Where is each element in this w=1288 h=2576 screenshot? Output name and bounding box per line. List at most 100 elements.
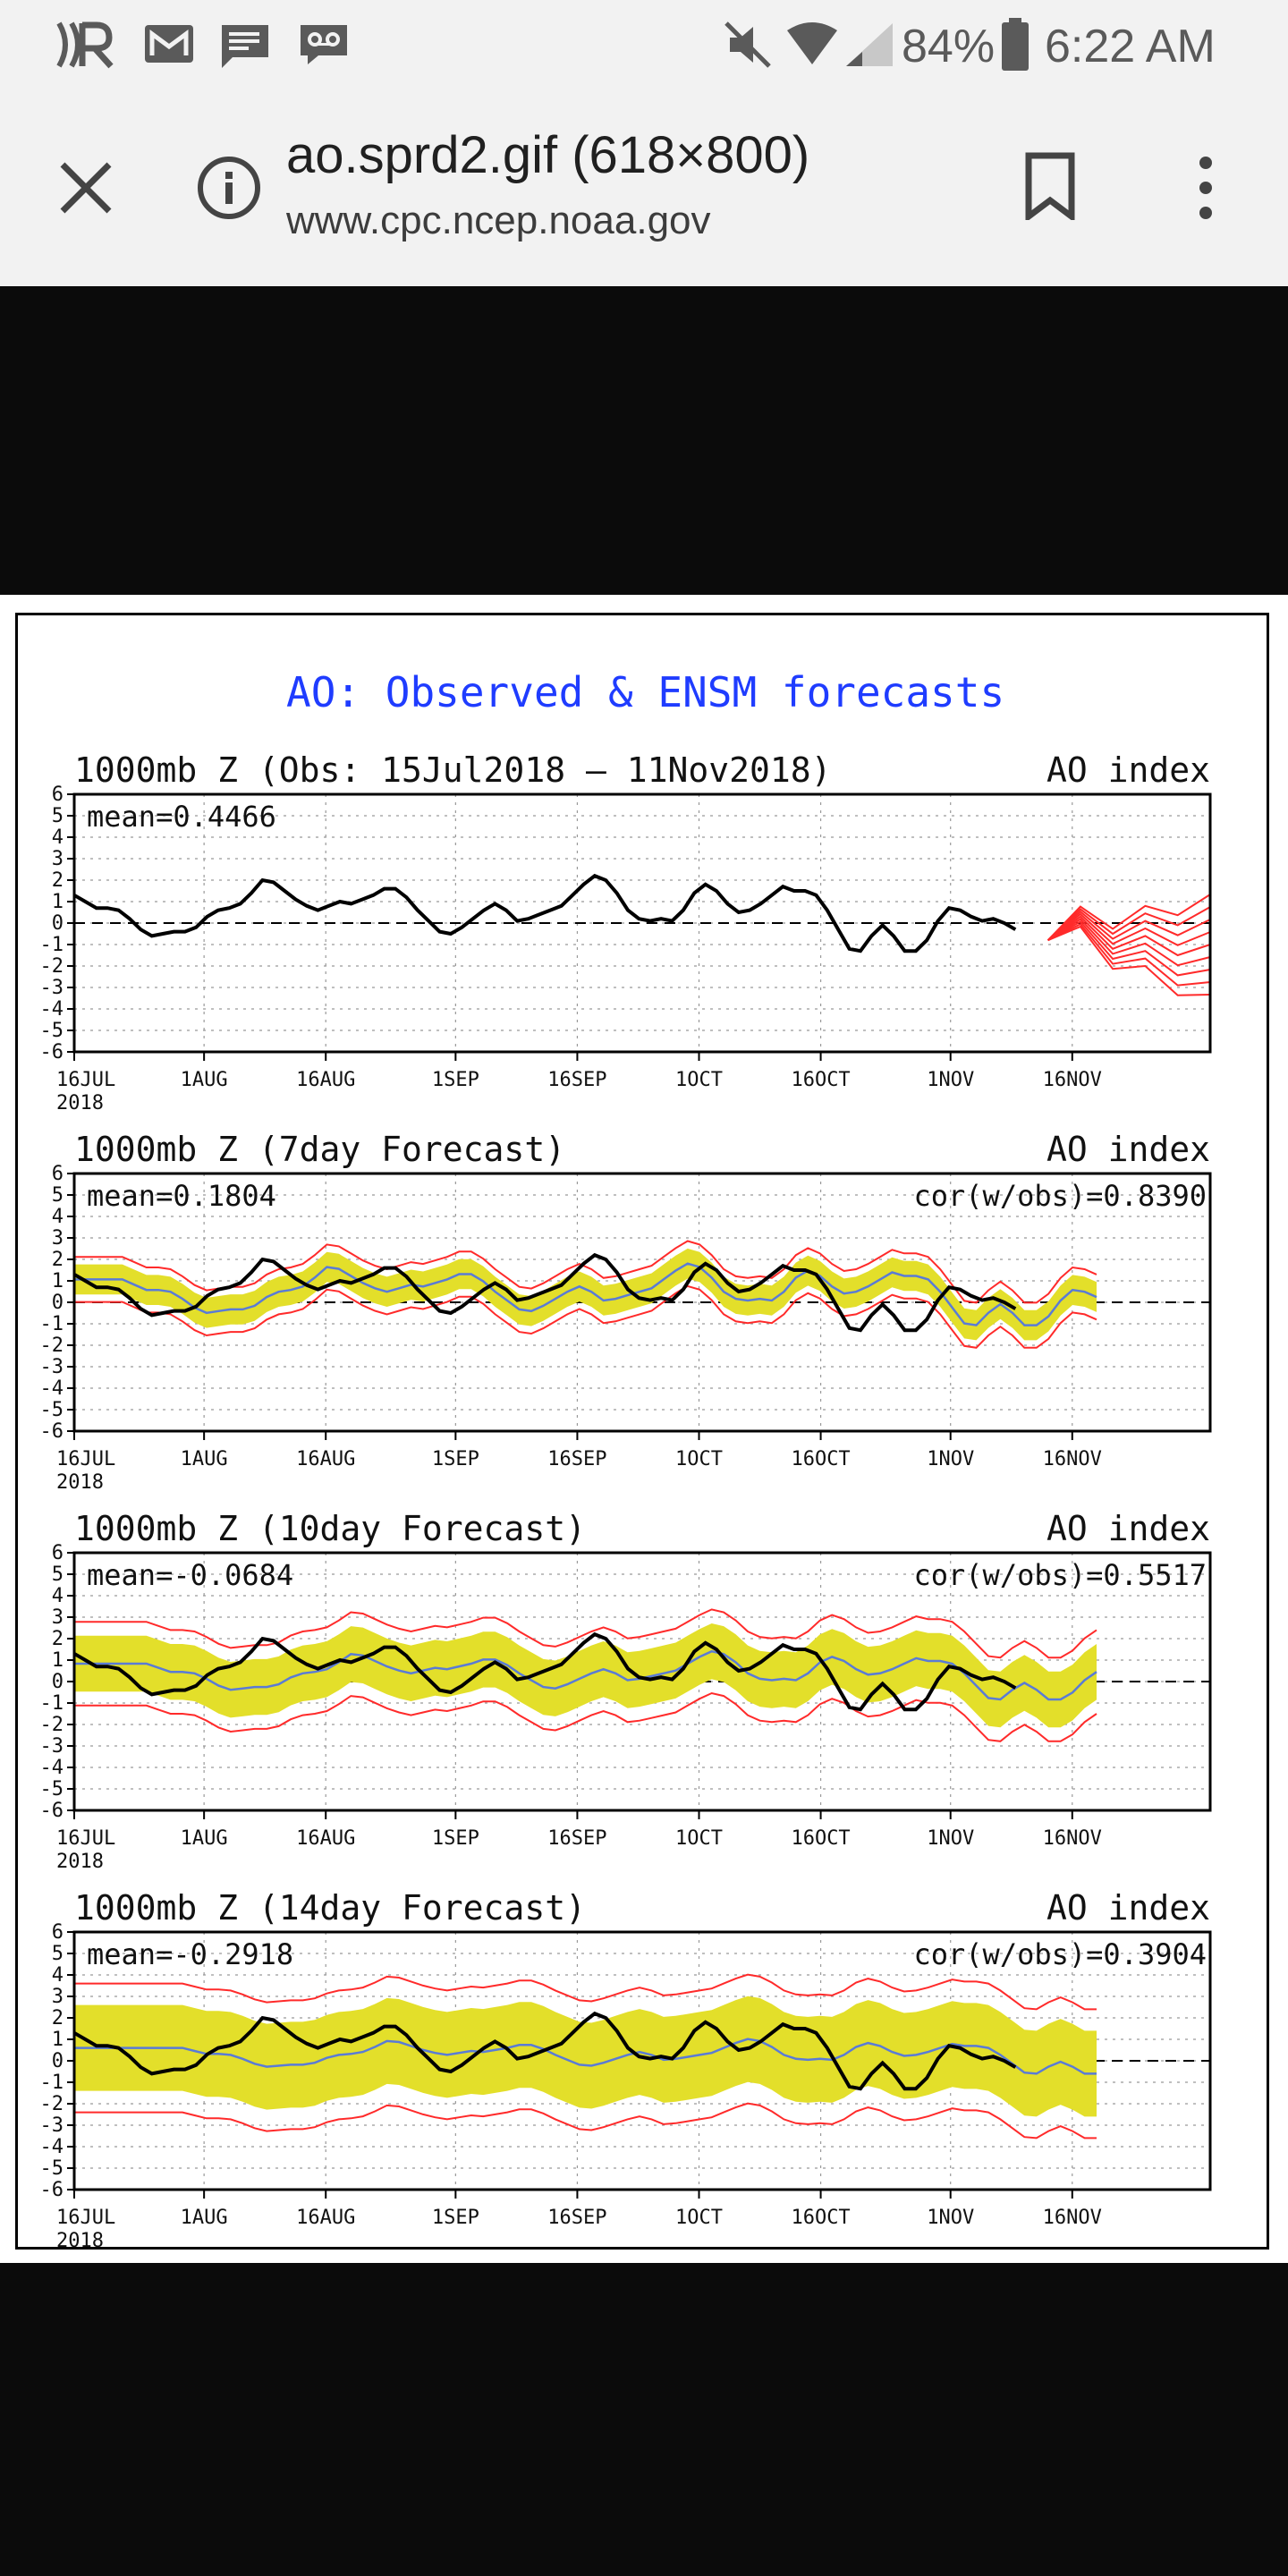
x-tick-label: 16AUG — [296, 1069, 355, 1091]
y-tick-label: 6 — [52, 1921, 64, 1944]
forecast-member-line — [1046, 910, 1211, 941]
panel-correlation-label: cor(w/obs)=0.5517 — [913, 1558, 1207, 1592]
x-tick-label: 1AUG — [181, 2207, 228, 2229]
wifi-icon — [787, 22, 837, 64]
y-tick-label: 1 — [52, 1270, 64, 1292]
x-year-label: 2018 — [56, 2230, 104, 2252]
y-tick-label: 5 — [52, 805, 64, 827]
y-tick-label: 6 — [52, 784, 64, 806]
y-tick-label: -3 — [40, 1735, 64, 1758]
ensemble-spread-band — [74, 1996, 1097, 2117]
y-tick-label: 3 — [52, 1986, 64, 2008]
ensemble-max-line — [74, 1240, 1097, 1304]
y-tick-label: 0 — [52, 912, 64, 935]
x-tick-label: 16AUG — [296, 1827, 355, 1850]
y-tick-label: 4 — [52, 826, 64, 849]
y-tick-label: 3 — [52, 848, 64, 870]
x-tick-label: 16SEP — [547, 1827, 606, 1850]
x-year-label: 2018 — [56, 1092, 104, 1114]
y-tick-label: -3 — [40, 2114, 64, 2137]
y-tick-label: 3 — [52, 1606, 64, 1629]
panel-heading: 1000mb Z (10day Forecast) — [74, 1509, 586, 1548]
ensemble-spread-band — [74, 1248, 1097, 1341]
x-tick-label: 1SEP — [432, 1827, 479, 1850]
x-tick-label: 1AUG — [181, 1069, 228, 1091]
ensemble-min-line — [74, 2102, 1097, 2140]
forecast-member-line — [1047, 922, 1211, 987]
y-tick-label: -5 — [40, 1778, 64, 1801]
page-title: ao.sprd2.gif (618×800) — [286, 126, 810, 184]
x-tick-label: 16SEP — [547, 2207, 606, 2229]
ensemble-mean-line — [74, 1649, 1097, 1701]
chart-panel-1: 1000mb Z (Obs: 15Jul2018 – 11Nov2018) AO … — [40, 750, 1212, 1114]
panel-index-label: AO index — [1046, 750, 1210, 790]
battery-percent: 84% — [902, 21, 996, 72]
panel-index-label: AO index — [1046, 1130, 1210, 1169]
y-tick-label: 0 — [52, 1671, 64, 1693]
observed-ao-line — [72, 2011, 1017, 2091]
x-tick-label: 16NOV — [1043, 1069, 1102, 1091]
y-tick-label: 5 — [52, 1563, 64, 1586]
x-tick-label: 16JUL — [56, 1448, 115, 1470]
x-tick-label: 1NOV — [927, 1069, 974, 1091]
y-tick-label: 4 — [52, 1585, 64, 1607]
y-tick-label: -2 — [40, 1714, 64, 1736]
x-tick-label: 16OCT — [791, 2207, 850, 2229]
y-tick-label: 2 — [52, 1249, 64, 1271]
panel-mean-label: mean=0.4466 — [87, 800, 276, 834]
ensemble-mean-line — [74, 1262, 1097, 1326]
y-tick-label: -1 — [40, 1313, 64, 1335]
y-tick-label: -1 — [40, 1692, 64, 1715]
y-tick-label: 1 — [52, 891, 64, 913]
y-tick-label: -5 — [40, 1399, 64, 1421]
more-options-icon[interactable] — [1188, 154, 1224, 222]
y-tick-label: -6 — [40, 1420, 64, 1443]
ensemble-mean-line — [74, 2038, 1097, 2075]
viewer-background-top — [0, 286, 1288, 595]
y-tick-label: 2 — [52, 869, 64, 892]
x-tick-label: 16JUL — [56, 1827, 115, 1850]
x-tick-label: 16OCT — [791, 1448, 850, 1470]
x-tick-label: 16OCT — [791, 1827, 850, 1850]
chart-panel-2: 1000mb Z (7day Forecast) AO index6543210-… — [40, 1130, 1212, 1494]
x-tick-label: 1NOV — [927, 1448, 974, 1470]
y-tick-label: 6 — [52, 1542, 64, 1564]
figure-title: AO: Observed & ENSM forecasts — [286, 668, 1004, 716]
chart-panel-4: 1000mb Z (14day Forecast) AO index 6543210… — [40, 1888, 1212, 2252]
y-tick-label: -4 — [40, 1757, 64, 1779]
x-year-label: 2018 — [56, 1851, 104, 1873]
ensemble-max-line — [74, 1608, 1097, 1659]
y-tick-label: -4 — [40, 1377, 64, 1400]
bookmark-icon[interactable] — [1023, 152, 1077, 220]
mute-icon — [724, 21, 771, 68]
y-tick-label: 1 — [52, 2029, 64, 2051]
x-year-label: 2018 — [56, 1471, 104, 1494]
x-tick-label: 1SEP — [432, 1069, 479, 1091]
y-tick-label: 2 — [52, 1628, 64, 1650]
y-tick-label: -5 — [40, 2157, 64, 2180]
y-tick-label: -3 — [40, 977, 64, 999]
gmail-icon — [145, 25, 193, 63]
close-icon[interactable] — [57, 159, 114, 216]
browser-toolbar — [0, 89, 1288, 286]
panel-heading: 1000mb Z (14day Forecast) — [74, 1888, 586, 1928]
battery-icon — [1002, 18, 1029, 71]
x-tick-label: 1OCT — [675, 1827, 723, 1850]
info-icon[interactable] — [195, 154, 263, 222]
forecast-member-line — [1046, 906, 1211, 941]
observed-ao-line — [72, 1252, 1017, 1333]
forecast-member-line — [1047, 915, 1211, 957]
x-tick-label: 1OCT — [675, 2207, 723, 2229]
x-tick-label: 1OCT — [675, 1069, 723, 1091]
ensemble-min-line — [74, 1284, 1097, 1349]
y-tick-label: 2 — [52, 2007, 64, 2029]
x-tick-label: 1NOV — [927, 2207, 974, 2229]
page-url: www.cpc.ncep.noaa.gov — [286, 199, 711, 242]
x-tick-label: 16AUG — [296, 2207, 355, 2229]
x-tick-label: 1AUG — [181, 1448, 228, 1470]
y-tick-label: -4 — [40, 2136, 64, 2158]
y-tick-label: 0 — [52, 1292, 64, 1314]
y-tick-label: -1 — [40, 934, 64, 956]
forecast-member-line — [1047, 925, 1211, 996]
gif-frame — [15, 613, 1269, 2250]
